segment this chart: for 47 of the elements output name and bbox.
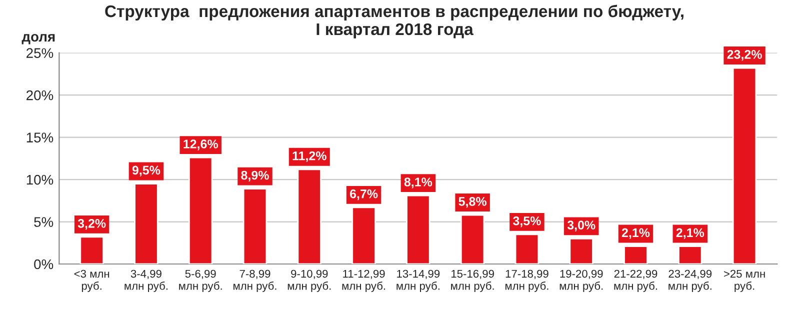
bar bbox=[352, 206, 376, 264]
x-tick-label: 21-22,99 млн руб. bbox=[614, 270, 658, 292]
y-tick-label: 5% bbox=[34, 217, 54, 227]
bar bbox=[188, 156, 213, 264]
x-tick-label: 23-24,99 млн руб. bbox=[668, 270, 712, 292]
data-label: 9,5% bbox=[132, 166, 160, 176]
bar bbox=[242, 188, 268, 264]
data-label: 5,8% bbox=[458, 197, 486, 208]
data-label: 11,2% bbox=[292, 151, 326, 162]
y-tick-label: 20% bbox=[26, 90, 54, 100]
data-label: 23,2% bbox=[727, 50, 762, 61]
x-tick-label: 5-6,99 млн руб. bbox=[179, 270, 222, 292]
bar bbox=[460, 214, 485, 264]
data-label: 8,9% bbox=[241, 170, 269, 182]
x-tick-label: 15-16,99 млн руб. bbox=[451, 270, 494, 292]
x-tick-label: 3-4,99 млн руб. bbox=[124, 270, 168, 292]
data-label: 12,6% bbox=[184, 140, 218, 150]
data-label: 3,2% bbox=[78, 218, 106, 230]
bar bbox=[569, 238, 594, 264]
y-tick-label: 10% bbox=[26, 174, 54, 185]
bar bbox=[134, 183, 158, 264]
data-label: 6,7% bbox=[350, 189, 378, 200]
bar bbox=[406, 194, 430, 264]
data-label: 3,0% bbox=[567, 220, 596, 232]
data-label: 8,1% bbox=[404, 178, 432, 188]
x-tick-label: 9-10,99 млн руб. bbox=[288, 270, 331, 292]
y-tick-label: 0% bbox=[34, 259, 54, 270]
bar bbox=[297, 168, 322, 264]
data-label: 3,5% bbox=[513, 216, 541, 228]
y-tick-label: 15% bbox=[26, 132, 54, 142]
bar bbox=[624, 246, 648, 264]
data-label: 2,1% bbox=[622, 228, 650, 239]
bar bbox=[732, 67, 757, 264]
bar bbox=[514, 234, 540, 264]
y-tick-label: 25% bbox=[26, 48, 54, 58]
chart-title: Структура предложения апартаментов в распределении по бюджету, I квартал 2018 года bbox=[105, 4, 684, 38]
x-tick-label: 13-14,99 млн руб. bbox=[396, 270, 440, 292]
x-tick-label: <3 млн руб. bbox=[74, 270, 110, 292]
bar bbox=[678, 246, 702, 264]
x-tick-label: 11-12,99 млн руб. bbox=[342, 270, 386, 292]
data-label: 2,1% bbox=[676, 228, 704, 239]
y-axis-title: доля bbox=[22, 34, 55, 44]
x-tick-label: 7-8,99 млн руб. bbox=[233, 270, 276, 292]
x-tick-label: 17-18,99 млн руб. bbox=[505, 270, 548, 292]
bar bbox=[80, 236, 104, 264]
x-tick-label: 19-20,99 млн руб. bbox=[560, 270, 603, 292]
x-tick-label: >25 млн руб. bbox=[724, 270, 765, 292]
